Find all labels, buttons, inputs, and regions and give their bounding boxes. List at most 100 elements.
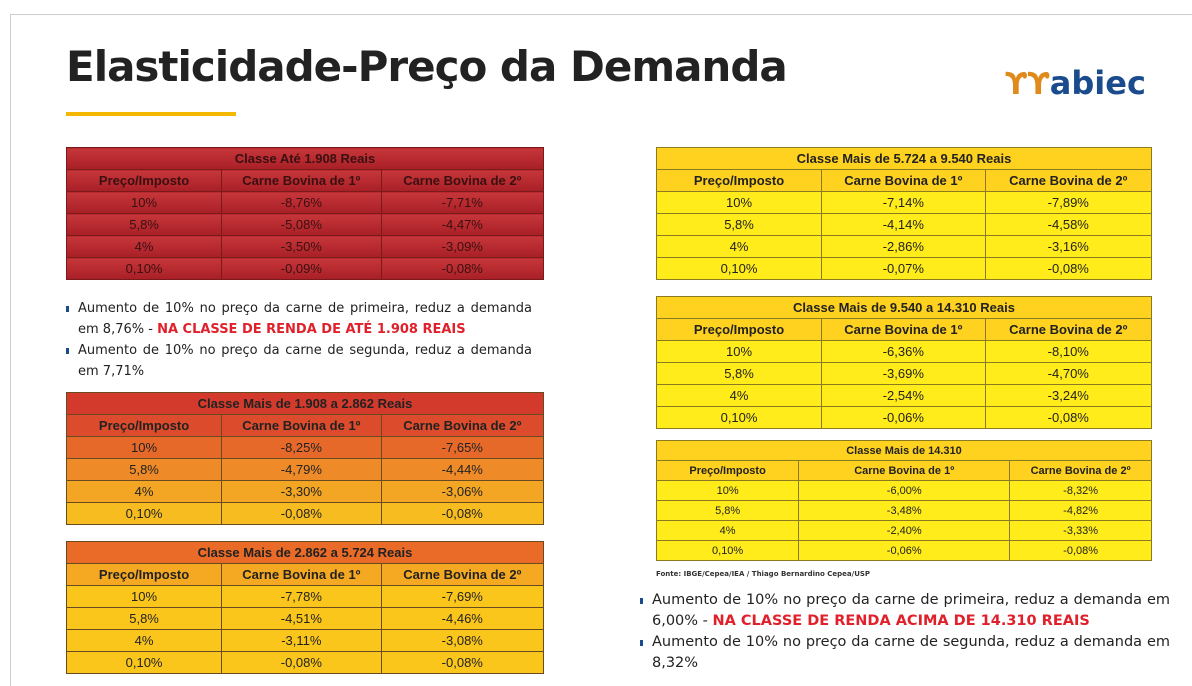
- title-underline: [66, 112, 236, 116]
- cell: -3,08%: [380, 629, 545, 652]
- header-row: Preço/Imposto Carne Bovina de 1º Carne Bov…: [65, 169, 545, 192]
- table-row: 5,8% -4,51% -4,46%: [65, 607, 545, 630]
- cell: -8,32%: [1009, 480, 1152, 501]
- cell: -3,16%: [984, 235, 1153, 258]
- header-cell: Carne Bovina de 2º: [1009, 460, 1152, 481]
- bullet-text: Aumento de 10% no preço da carne de segu…: [78, 343, 532, 379]
- table-row: 4% -2,40% -3,33%: [655, 520, 1152, 541]
- cell: 4%: [65, 235, 223, 258]
- cell: 4%: [655, 235, 823, 258]
- bullet: Aumento de 10% no preço da carne de segu…: [66, 340, 532, 382]
- cell: 0,10%: [65, 502, 223, 525]
- caption-row: Classe Mais de 1.908 a 2.862 Reais: [66, 392, 544, 415]
- cell: -7,65%: [380, 436, 545, 459]
- cell: -5,08%: [221, 213, 382, 236]
- table-row: 0,10% -0,08% -0,08%: [65, 502, 545, 525]
- table: Classe Mais de 2.862 a 5.724 Reais Preço/…: [65, 541, 545, 674]
- cell: -4,44%: [380, 458, 545, 481]
- header-cell: Carne Bovina de 2º: [380, 414, 545, 437]
- cell: -3,24%: [984, 384, 1153, 407]
- table-caption: Classe Até 1.908 Reais: [66, 147, 544, 170]
- cell: -2,54%: [821, 384, 986, 407]
- cell: -4,70%: [984, 362, 1153, 385]
- header-cell: Carne Bovina de 1º: [221, 414, 382, 437]
- header-cell: Carne Bovina de 2º: [380, 169, 545, 192]
- logo: ϒϒabiec: [1005, 64, 1146, 102]
- cell: -4,58%: [984, 213, 1153, 236]
- header-cell: Carne Bovina de 2º: [984, 169, 1153, 192]
- caption-row: Classe Mais de 14.310: [656, 440, 1152, 461]
- header-cell: Preço/Imposto: [655, 318, 823, 341]
- header-cell: Carne Bovina de 1º: [821, 318, 986, 341]
- header-row: Preço/Imposto Carne Bovina de 1º Carne Bov…: [655, 460, 1152, 481]
- caption-row: Classe Mais de 2.862 a 5.724 Reais: [66, 541, 544, 564]
- table-row: 10% -6,00% -8,32%: [655, 480, 1152, 501]
- table-row: 0,10% -0,06% -0,08%: [655, 406, 1153, 429]
- cell: -3,50%: [221, 235, 382, 258]
- table-row: 5,8% -5,08% -4,47%: [65, 213, 545, 236]
- header-cell: Preço/Imposto: [65, 414, 223, 437]
- cell: -3,48%: [798, 500, 1011, 521]
- header-cell: Preço/Imposto: [655, 460, 800, 481]
- bullet-text: Aumento de 10% no preço da carne de segu…: [652, 634, 1170, 671]
- cell: 0,10%: [655, 540, 800, 561]
- cell: 10%: [65, 436, 223, 459]
- cell: 5,8%: [65, 458, 223, 481]
- cell: -0,06%: [798, 540, 1011, 561]
- table-row: 4% -3,50% -3,09%: [65, 235, 545, 258]
- bullet-highlight: NA CLASSE DE RENDA DE ATÉ 1.908 REAIS: [157, 322, 466, 337]
- cell: -8,76%: [221, 191, 382, 214]
- cell: -2,86%: [821, 235, 986, 258]
- cell: 5,8%: [65, 607, 223, 630]
- cell: 10%: [655, 480, 800, 501]
- cell: -0,08%: [221, 502, 382, 525]
- header-row: Preço/Imposto Carne Bovina de 1º Carne Bov…: [655, 169, 1153, 192]
- table-row: 5,8% -3,69% -4,70%: [655, 362, 1153, 385]
- cell: -8,10%: [984, 340, 1153, 363]
- cell: -7,78%: [221, 585, 382, 608]
- table: Classe Mais de 14.310 Preço/Imposto Carne …: [655, 440, 1152, 561]
- header-cell: Preço/Imposto: [65, 169, 223, 192]
- table-caption: Classe Mais de 1.908 a 2.862 Reais: [66, 392, 544, 415]
- logo-text: abiec: [1049, 64, 1146, 102]
- cell: 4%: [655, 384, 823, 407]
- header-cell: Preço/Imposto: [655, 169, 823, 192]
- cell: 10%: [655, 191, 823, 214]
- bullet-highlight: NA CLASSE DE RENDA ACIMA DE 14.310 REAIS: [712, 613, 1090, 629]
- table: Classe Mais de 5.724 a 9.540 Reais Preço/…: [655, 147, 1153, 280]
- cell: 0,10%: [65, 651, 223, 674]
- header-cell: Carne Bovina de 1º: [221, 169, 382, 192]
- table-row: 10% -7,78% -7,69%: [65, 585, 545, 608]
- caption-row: Classe Mais de 5.724 a 9.540 Reais: [656, 147, 1152, 170]
- cell: -3,06%: [380, 480, 545, 503]
- frame: [10, 14, 1192, 686]
- bullet: Aumento de 10% no preço da carne de prim…: [66, 298, 532, 340]
- table-row: 0,10% -0,07% -0,08%: [655, 257, 1153, 280]
- table: Classe Mais de 9.540 a 14.310 Reais Preço…: [655, 296, 1153, 429]
- header-cell: Carne Bovina de 2º: [984, 318, 1153, 341]
- cell: -2,40%: [798, 520, 1011, 541]
- bullet-text: Aumento de 10% no preço da carne de prim…: [652, 592, 1170, 629]
- cell: -3,11%: [221, 629, 382, 652]
- cell: -0,07%: [821, 257, 986, 280]
- cell: -4,51%: [221, 607, 382, 630]
- cell: -0,08%: [380, 257, 545, 280]
- cell: -4,14%: [821, 213, 986, 236]
- cell: 4%: [65, 629, 223, 652]
- cell: -3,30%: [221, 480, 382, 503]
- cell: -7,89%: [984, 191, 1153, 214]
- cell: 0,10%: [65, 257, 223, 280]
- cell: 5,8%: [65, 213, 223, 236]
- cell: 10%: [655, 340, 823, 363]
- cell: -7,71%: [380, 191, 545, 214]
- header-cell: Carne Bovina de 1º: [221, 563, 382, 586]
- table-caption: Classe Mais de 2.862 a 5.724 Reais: [66, 541, 544, 564]
- table-row: 10% -8,25% -7,65%: [65, 436, 545, 459]
- cell: 10%: [65, 585, 223, 608]
- cell: 10%: [65, 191, 223, 214]
- cell: -0,09%: [221, 257, 382, 280]
- cell: 4%: [655, 520, 800, 541]
- table-caption: Classe Mais de 5.724 a 9.540 Reais: [656, 147, 1152, 170]
- table-caption: Classe Mais de 9.540 a 14.310 Reais: [656, 296, 1152, 319]
- cell: -4,82%: [1009, 500, 1152, 521]
